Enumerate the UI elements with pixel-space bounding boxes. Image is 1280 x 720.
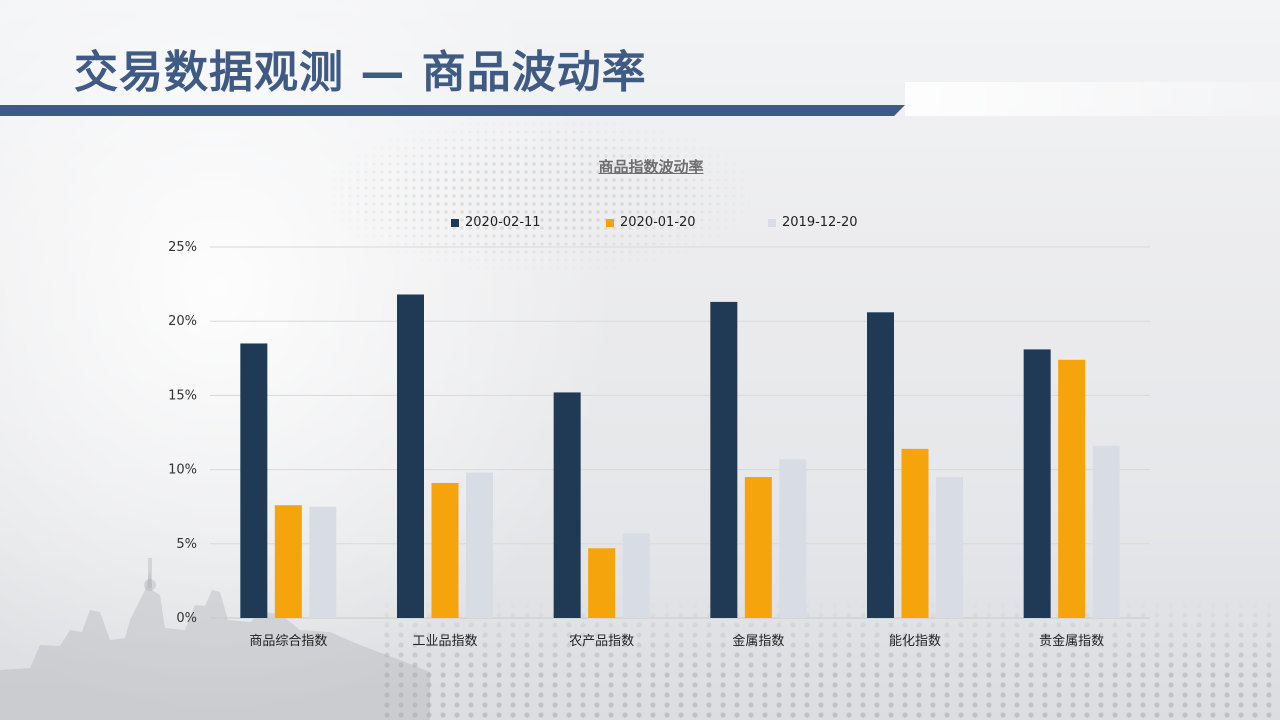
x-category-label: 工业品指数 [412, 634, 477, 649]
y-tick-label: 0% [176, 611, 197, 626]
legend-item: 2019-12-20 [768, 215, 858, 230]
y-tick-label: 20% [168, 314, 197, 329]
bar-1 [397, 294, 424, 618]
bar-1 [553, 392, 581, 618]
bar-2 [431, 482, 459, 618]
chart-legend: 2020-02-11 2020-01-20 2019-12-20 [451, 215, 858, 230]
bar-2 [744, 477, 772, 618]
bar-3 [309, 506, 337, 618]
page-title: 交易数据观测 — 商品波动率 [74, 47, 647, 98]
header-bar [0, 105, 905, 116]
bar-2 [588, 548, 616, 618]
legend-item: 2020-02-11 [451, 215, 606, 230]
bar-3 [936, 477, 963, 618]
bar-1 [867, 312, 894, 618]
legend-swatch [768, 218, 776, 227]
world-map-dots [330, 120, 750, 270]
x-category-label: 农产品指数 [569, 634, 634, 649]
bar-3 [466, 472, 493, 618]
bar-1 [240, 343, 268, 618]
bar-3 [1092, 445, 1120, 618]
bar-3 [622, 533, 650, 618]
legend-label: 2020-01-20 [620, 215, 696, 230]
x-category-label: 贵金属指数 [1039, 633, 1104, 649]
bar-2 [1058, 359, 1086, 618]
x-category-label: 金属指数 [732, 633, 784, 649]
city-skyline-image [0, 558, 430, 720]
bar-2 [901, 448, 929, 618]
bar-2 [274, 505, 302, 618]
legend-label: 2020-02-11 [465, 215, 541, 230]
legend-swatch [606, 218, 614, 227]
y-tick-label: 25% [168, 240, 197, 255]
bar-1 [710, 301, 738, 618]
x-category-label: 能化指数 [889, 634, 941, 649]
legend-item: 2020-01-20 [606, 215, 768, 230]
legend-label: 2019-12-20 [782, 215, 858, 230]
x-category-label: 商品综合指数 [249, 634, 327, 649]
background-floor-dots [380, 600, 1280, 720]
header-shine [905, 82, 1280, 116]
chart-title: 商品指数波动率 [598, 158, 704, 176]
bar-1 [1023, 349, 1051, 618]
y-tick-label: 10% [168, 463, 197, 478]
bar-3 [779, 459, 807, 618]
legend-swatch [451, 218, 459, 227]
y-tick-label: 5% [176, 537, 197, 552]
y-tick-label: 15% [168, 388, 197, 403]
